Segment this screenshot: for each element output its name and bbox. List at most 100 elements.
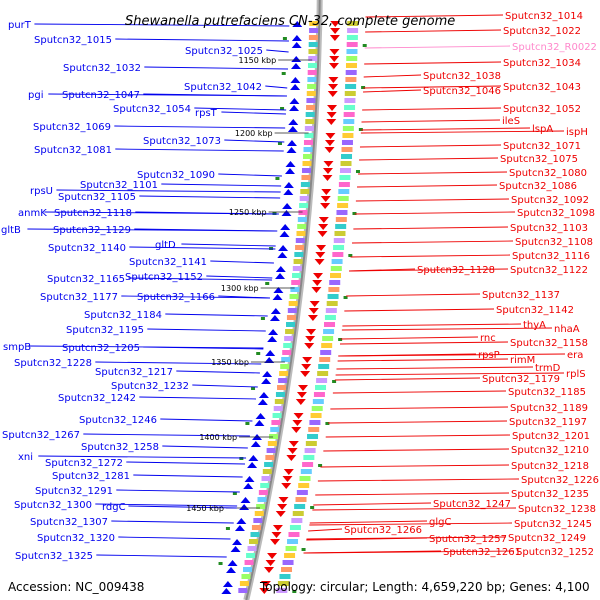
gene-color-block bbox=[341, 140, 353, 145]
reverse-gene-arrow bbox=[317, 231, 328, 237]
gene-color-block bbox=[312, 399, 324, 404]
forward-gene-arrow bbox=[289, 105, 300, 111]
gene-color-block bbox=[328, 287, 340, 292]
gene-color-block bbox=[291, 280, 301, 285]
right-gene-label: Sputcn32_1014 bbox=[505, 11, 583, 22]
gene-color-block bbox=[239, 581, 249, 586]
gene-color-block bbox=[288, 532, 300, 537]
left-gene-label: Sputcn32_1015 bbox=[34, 35, 112, 46]
right-label-leader bbox=[340, 341, 509, 345]
reverse-gene-arrow bbox=[330, 28, 341, 34]
reverse-gene-arrow bbox=[318, 217, 329, 223]
left-label-leader bbox=[192, 384, 258, 388]
right-gene-label: Sputcn32_1210 bbox=[511, 445, 589, 456]
gene-color-block bbox=[306, 105, 316, 110]
forward-gene-arrow bbox=[290, 63, 301, 69]
left-gene-label: Sputcn32_1165 bbox=[47, 274, 125, 285]
gene-color-block bbox=[273, 406, 283, 411]
left-label-leader bbox=[115, 148, 284, 152]
gene-color-block bbox=[346, 56, 358, 61]
right-label-leader bbox=[365, 29, 502, 33]
left-label-leader bbox=[143, 93, 287, 97]
gene-color-block bbox=[305, 112, 315, 117]
left-label-leader bbox=[176, 370, 260, 374]
gc-tick bbox=[361, 86, 366, 89]
left-label-leader bbox=[111, 520, 234, 524]
gene-color-block bbox=[284, 553, 296, 558]
right-gene-label: thyA bbox=[523, 320, 546, 331]
gene-color-block bbox=[291, 518, 303, 523]
right-label-leader bbox=[309, 522, 513, 526]
forward-gene-arrow bbox=[257, 399, 268, 405]
gene-color-block bbox=[303, 154, 313, 159]
reverse-gene-arrow bbox=[328, 84, 339, 90]
gene-color-block bbox=[298, 210, 308, 215]
right-label-leader bbox=[308, 528, 343, 532]
left-label-leader bbox=[194, 107, 287, 111]
forward-gene-arrow bbox=[286, 147, 297, 153]
gene-color-block bbox=[321, 343, 333, 348]
right-gene-label: rpsP bbox=[478, 350, 500, 361]
gene-color-block bbox=[279, 574, 291, 579]
forward-gene-arrow bbox=[286, 140, 297, 146]
gene-color-block bbox=[309, 28, 319, 33]
right-label-leader bbox=[357, 184, 498, 188]
gene-color-block bbox=[295, 238, 305, 243]
left-label-leader bbox=[224, 139, 285, 143]
right-gene-label: Sputcn32_1257 bbox=[429, 534, 507, 545]
right-label-leader bbox=[335, 372, 565, 376]
reverse-gene-arrow bbox=[272, 525, 283, 531]
left-gene-label: Sputcn32_1166 bbox=[137, 292, 215, 303]
right-gene-label: Sputcn32_1235 bbox=[511, 489, 589, 500]
gc-tick bbox=[265, 282, 270, 285]
right-gene-label: Sputcn32_1185 bbox=[508, 387, 586, 398]
right-gene-label: nhaA bbox=[554, 324, 580, 335]
right-gene-label: Sputcn32_1043 bbox=[503, 82, 581, 93]
gene-color-block bbox=[257, 497, 267, 502]
right-gene-label: Sputcn32_1247 bbox=[433, 499, 511, 510]
forward-gene-arrow bbox=[273, 287, 284, 293]
reverse-gene-arrow bbox=[327, 105, 338, 111]
gene-color-block bbox=[266, 448, 276, 453]
gene-color-block bbox=[346, 42, 358, 47]
gene-color-block bbox=[339, 175, 351, 180]
gene-color-block bbox=[282, 560, 294, 565]
reverse-gene-arrow bbox=[304, 343, 315, 349]
left-label-leader bbox=[114, 125, 286, 129]
gene-color-block bbox=[292, 511, 304, 516]
right-gene-label: rnc bbox=[480, 333, 496, 344]
gene-color-block bbox=[332, 252, 344, 257]
forward-gene-arrow bbox=[247, 462, 258, 468]
left-label-leader bbox=[133, 474, 243, 478]
left-gene-label: Sputcn32_1129 bbox=[53, 225, 131, 236]
right-label-leader bbox=[363, 89, 422, 93]
left-label-leader bbox=[266, 49, 289, 53]
gene-color-block bbox=[345, 70, 357, 75]
gc-tick bbox=[332, 380, 337, 383]
gene-color-block bbox=[333, 245, 345, 250]
right-gene-label: rplS bbox=[566, 369, 586, 380]
right-label-leader bbox=[340, 336, 479, 340]
right-gene-label: ispH bbox=[566, 127, 588, 138]
left-label-leader bbox=[129, 246, 276, 250]
gene-color-block bbox=[331, 259, 343, 264]
gene-color-block bbox=[277, 581, 289, 586]
right-gene-label: Sputcn32_1116 bbox=[512, 251, 590, 262]
reverse-gene-arrow bbox=[311, 287, 322, 293]
reverse-gene-arrow bbox=[322, 175, 333, 181]
gene-color-block bbox=[302, 462, 314, 467]
forward-gene-arrow bbox=[236, 518, 247, 524]
left-label-leader bbox=[165, 313, 268, 317]
forward-gene-arrow bbox=[290, 84, 301, 90]
right-label-leader bbox=[358, 171, 508, 175]
gene-color-block bbox=[345, 84, 357, 89]
forward-gene-arrow bbox=[227, 560, 238, 566]
reverse-gene-arrow bbox=[292, 420, 303, 426]
forward-gene-arrow bbox=[283, 189, 294, 195]
reverse-gene-arrow bbox=[282, 476, 293, 482]
gene-color-block bbox=[337, 203, 349, 208]
reverse-gene-arrow bbox=[295, 399, 306, 405]
left-label-leader bbox=[218, 173, 282, 177]
left-gene-label: rpsU bbox=[30, 186, 53, 197]
gene-color-block bbox=[310, 413, 322, 418]
